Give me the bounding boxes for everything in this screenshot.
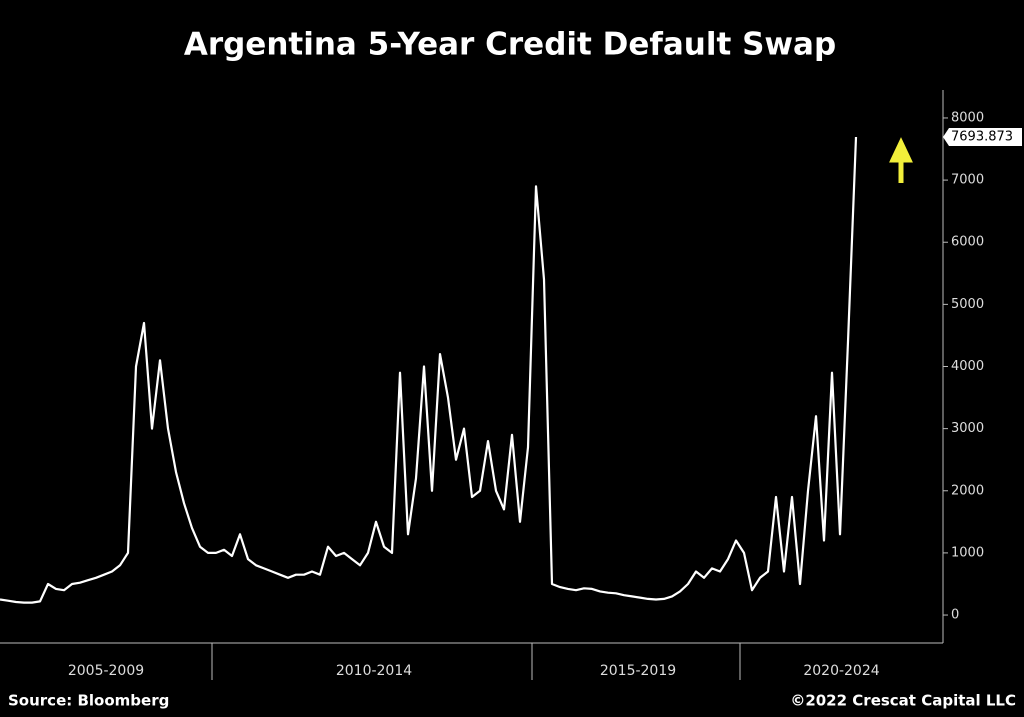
cds-line [0,136,858,604]
arrow [889,137,913,183]
y-tick-label: 4000 [951,359,984,374]
last-value-label: 7693.873 [951,129,1013,144]
y-tick-label: 6000 [951,235,984,250]
footer [0,686,1024,717]
source: Source: Bloomberg [8,692,169,710]
y-tick-label: 2000 [951,483,984,498]
credit: ©2022 Crescat Capital LLC [790,692,1016,710]
x-period-label: 2015-2019 [600,663,676,679]
y-tick-label: 8000 [951,110,984,125]
x-period-label: 2010-2014 [336,663,412,679]
last-value-box [943,127,1022,146]
x-period-label: 2005-2009 [68,663,144,679]
y-tick-label: 3000 [951,421,984,436]
y-tick-label: 1000 [951,545,984,560]
y-tick-label: 7000 [951,173,984,188]
y-tick-label: 0 [951,608,959,623]
y-tick-label: 5000 [951,297,984,312]
x-period-label: 2020-2024 [803,663,879,679]
chart-title: Argentina 5-Year Credit Default Swap [184,27,836,63]
